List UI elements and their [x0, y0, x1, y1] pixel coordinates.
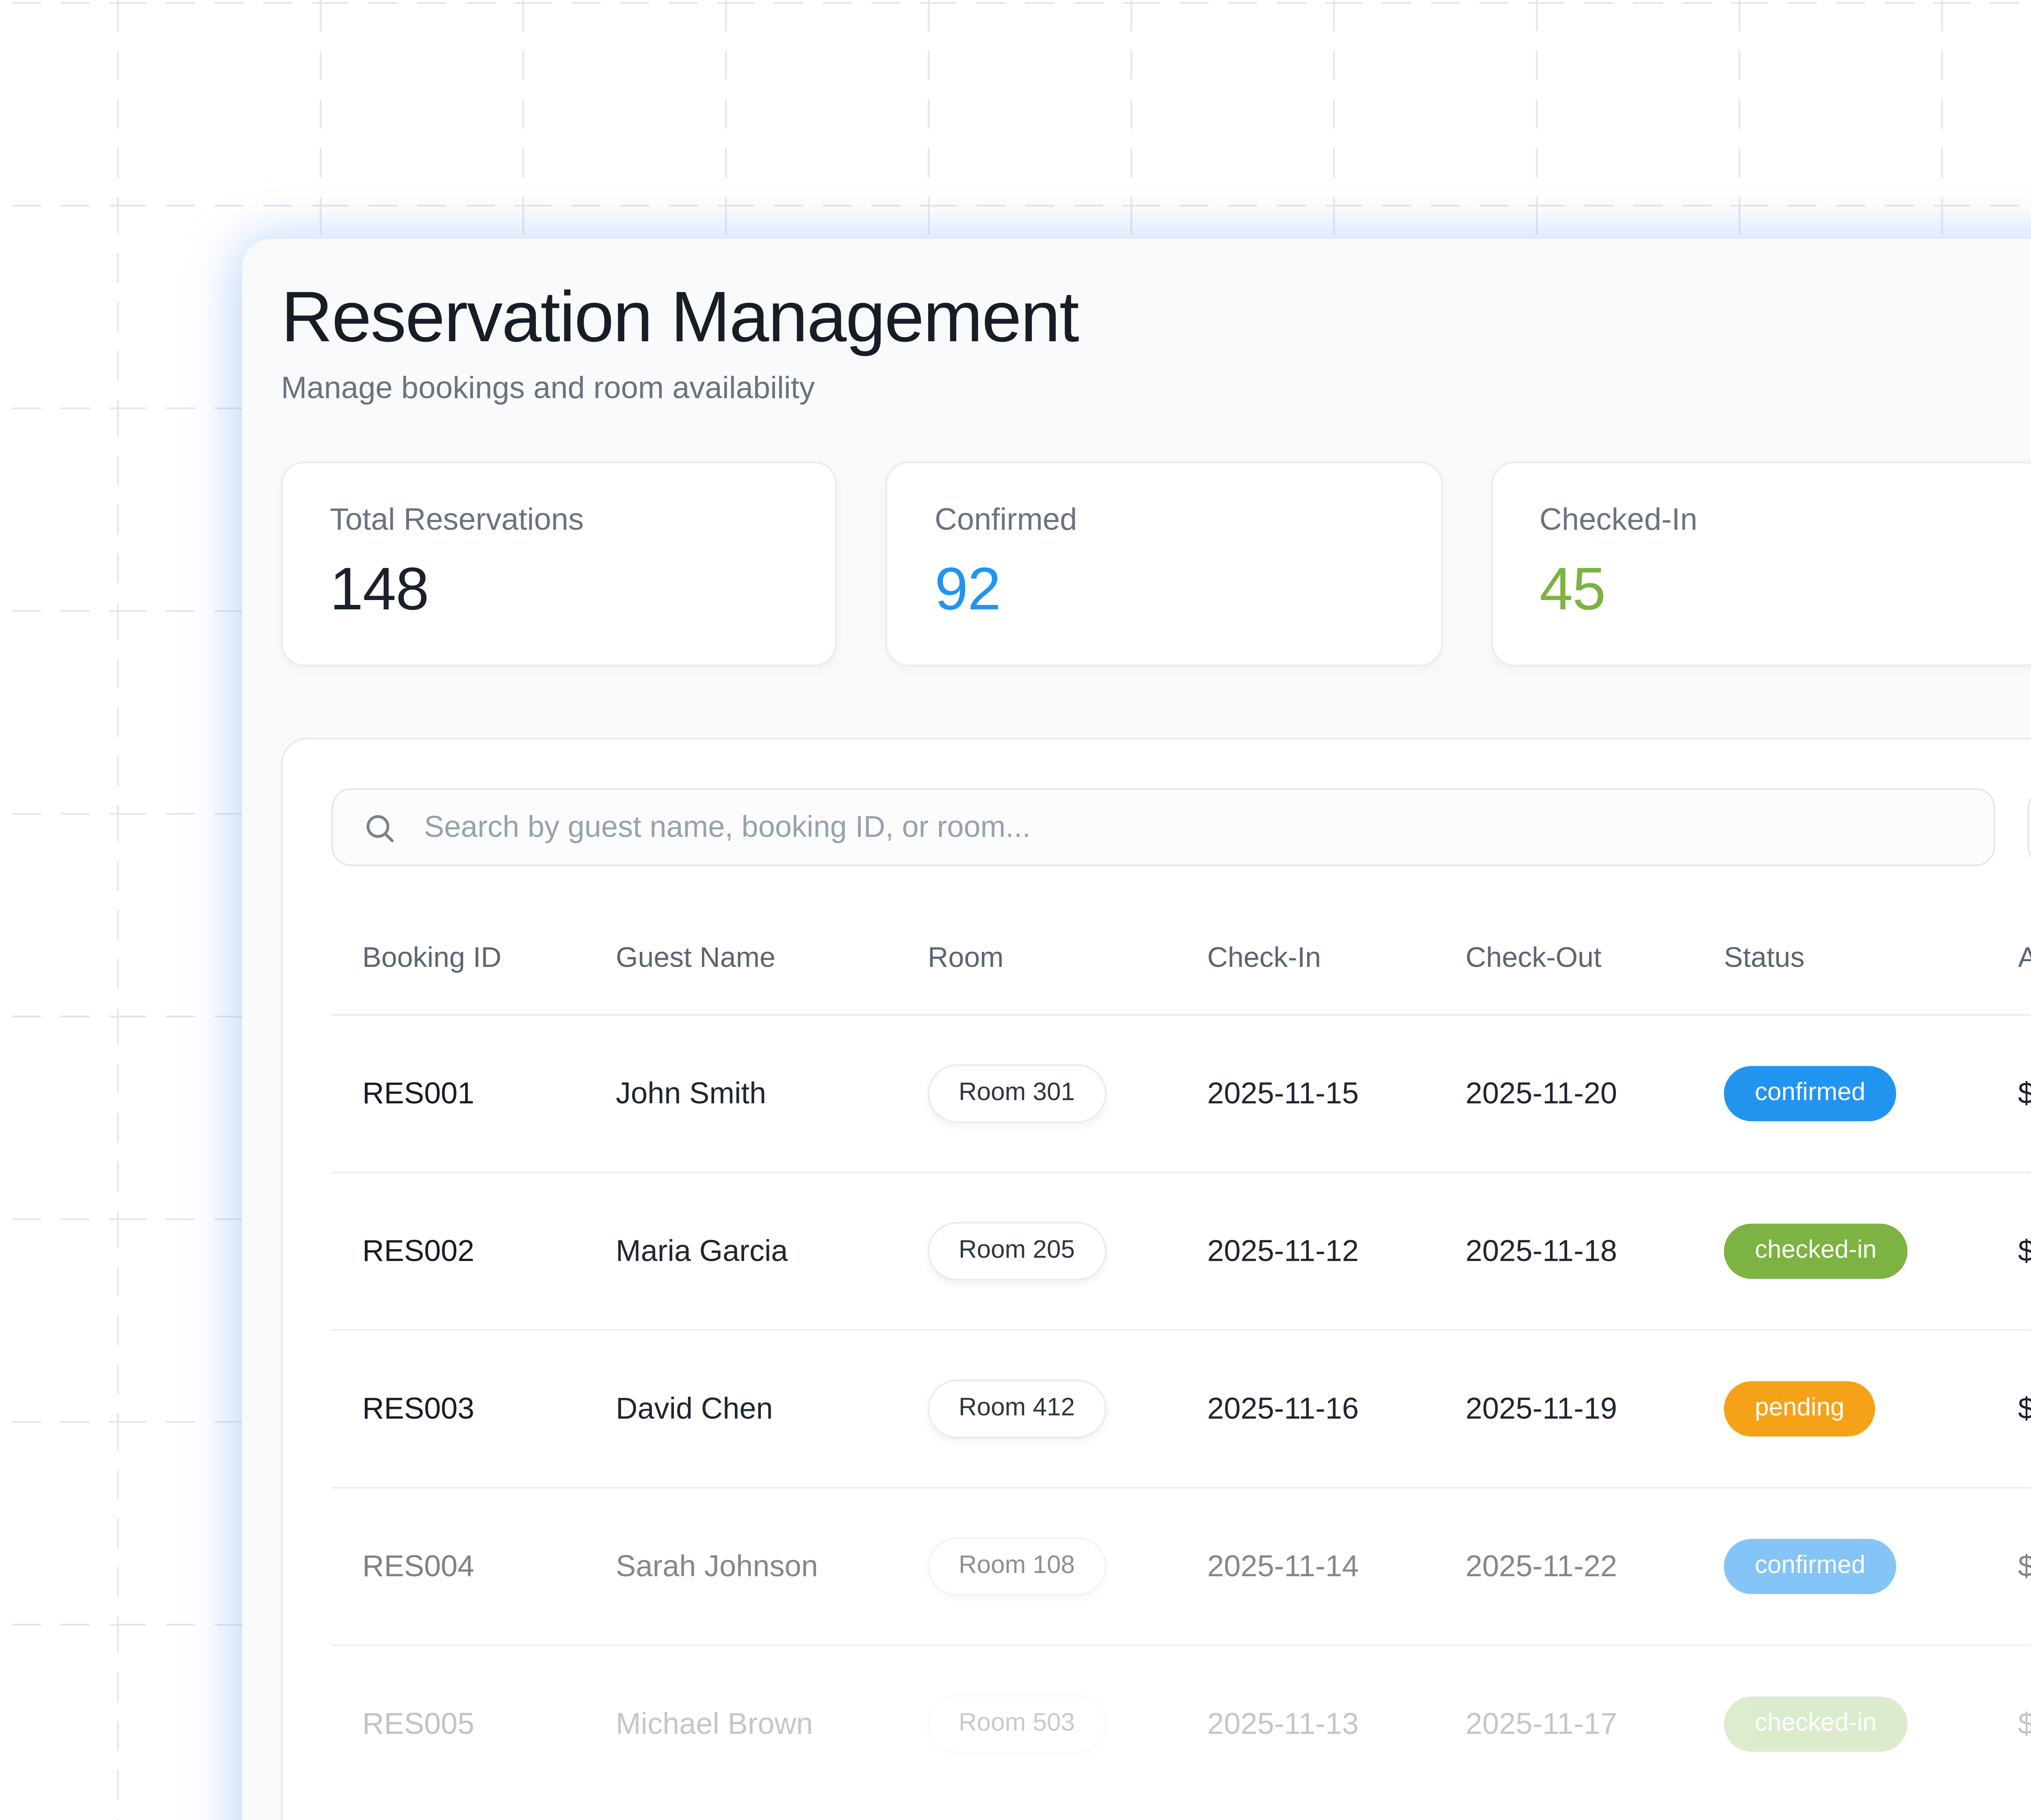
check-in-date: 2025-11-14 [1207, 1549, 1359, 1584]
column-header: Check-In [1207, 941, 1321, 974]
check-out-date: 2025-11-18 [1466, 1234, 1617, 1268]
guest-name: Sarah Johnson [616, 1549, 818, 1584]
room-badge: Room 412 [928, 1380, 1106, 1439]
toolbar: Filters Calendar View [331, 789, 2031, 867]
stat-value: 45 [1539, 556, 1606, 623]
stat-value: 148 [330, 556, 429, 623]
room-badge: Room 205 [928, 1222, 1106, 1281]
stat-card-confirmed: Confirmed 92 [886, 462, 1442, 667]
stat-card-checked-in: Checked-In 45 [1491, 462, 2031, 667]
page-subtitle: Manage bookings and room availability [281, 373, 815, 407]
check-in-date: 2025-11-15 [1207, 1076, 1359, 1111]
status-badge: confirmed [1724, 1066, 1897, 1122]
check-out-date: 2025-11-20 [1466, 1076, 1617, 1111]
reservations-panel: Filters Calendar View Booking ID Guest N… [281, 738, 2031, 1820]
row-divider [331, 1172, 2031, 1174]
check-out-date: 2025-11-22 [1466, 1549, 1617, 1584]
check-in-date: 2025-11-13 [1207, 1707, 1359, 1741]
search-input[interactable] [421, 790, 1964, 865]
room-badge: Room 503 [928, 1695, 1106, 1754]
row-divider [331, 1330, 2031, 1332]
stat-label: Checked-In [1539, 504, 1698, 539]
status-badge: checked-in [1724, 1697, 1908, 1753]
table-header: Booking ID Guest Name Room Check-In Chec… [331, 902, 2031, 1016]
booking-id: RES001 [362, 1076, 474, 1111]
booking-id: RES005 [362, 1707, 474, 1741]
stat-value: 92 [935, 556, 1001, 623]
main-card: Reservation Management Manage bookings a… [242, 239, 2031, 1820]
column-header: Guest Name [616, 941, 775, 974]
guest-name: David Chen [616, 1391, 773, 1426]
stat-label: Confirmed [935, 504, 1077, 539]
booking-id: RES002 [362, 1234, 474, 1268]
check-out-date: 2025-11-19 [1466, 1391, 1617, 1426]
room-badge: Room 108 [928, 1538, 1106, 1597]
amount: $2,400 [2018, 1549, 2031, 1585]
check-in-date: 2025-11-16 [1207, 1391, 1359, 1426]
status-badge: checked-in [1724, 1224, 1908, 1280]
booking-id: RES004 [362, 1549, 474, 1584]
check-out-date: 2025-11-17 [1466, 1707, 1617, 1741]
amount: $1,600 [2018, 1707, 2031, 1742]
room-badge: Room 301 [928, 1065, 1106, 1124]
filters-button[interactable]: Filters [2028, 789, 2031, 867]
column-header: Status [1724, 941, 1805, 974]
booking-id: RES003 [362, 1391, 474, 1426]
search-box[interactable] [331, 789, 1995, 867]
row-divider [331, 1487, 2031, 1489]
page-header: Reservation Management Manage bookings a… [281, 278, 2031, 408]
table-row[interactable]: RES003 David Chen Room 412 2025-11-16 20… [331, 1331, 2031, 1487]
table-row[interactable]: RES002 Maria Garcia Room 205 2025-11-12 … [331, 1174, 2031, 1330]
column-header: Check-Out [1466, 941, 1602, 974]
amount: $950 [2018, 1391, 2031, 1427]
column-header: Amount [2018, 941, 2031, 975]
row-divider [331, 1645, 2031, 1647]
stat-card-total: Total Reservations 148 [281, 462, 837, 667]
amount: $1,250 [2018, 1076, 2031, 1112]
guest-name: Maria Garcia [616, 1234, 788, 1268]
status-badge: confirmed [1724, 1539, 1897, 1595]
guest-name: John Smith [616, 1076, 766, 1111]
guest-name: Michael Brown [616, 1707, 813, 1741]
table-row[interactable]: RES004 Sarah Johnson Room 108 2025-11-14… [331, 1489, 2031, 1645]
search-icon [366, 815, 394, 842]
table-row[interactable]: RES001 John Smith Room 301 2025-11-15 20… [331, 1016, 2031, 1172]
column-header: Booking ID [362, 941, 502, 974]
column-header: Room [928, 941, 1004, 974]
page-title: Reservation Management [281, 278, 1079, 358]
table-row[interactable]: RES005 Michael Brown Room 503 2025-11-13… [331, 1647, 2031, 1803]
check-in-date: 2025-11-12 [1207, 1234, 1359, 1268]
status-badge: pending [1724, 1382, 1875, 1437]
stat-label: Total Reservations [330, 504, 584, 539]
stats-row: Total Reservations 148 Confirmed 92 Chec… [281, 462, 2031, 667]
amount: $1,800 [2018, 1234, 2031, 1270]
